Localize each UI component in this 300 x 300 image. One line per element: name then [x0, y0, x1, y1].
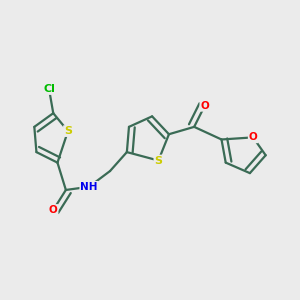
Text: S: S: [64, 126, 72, 136]
Text: NH: NH: [80, 182, 98, 192]
Text: O: O: [49, 205, 58, 215]
Text: O: O: [249, 132, 257, 142]
Text: O: O: [200, 101, 209, 111]
Text: S: S: [154, 155, 162, 166]
Text: Cl: Cl: [43, 84, 55, 94]
